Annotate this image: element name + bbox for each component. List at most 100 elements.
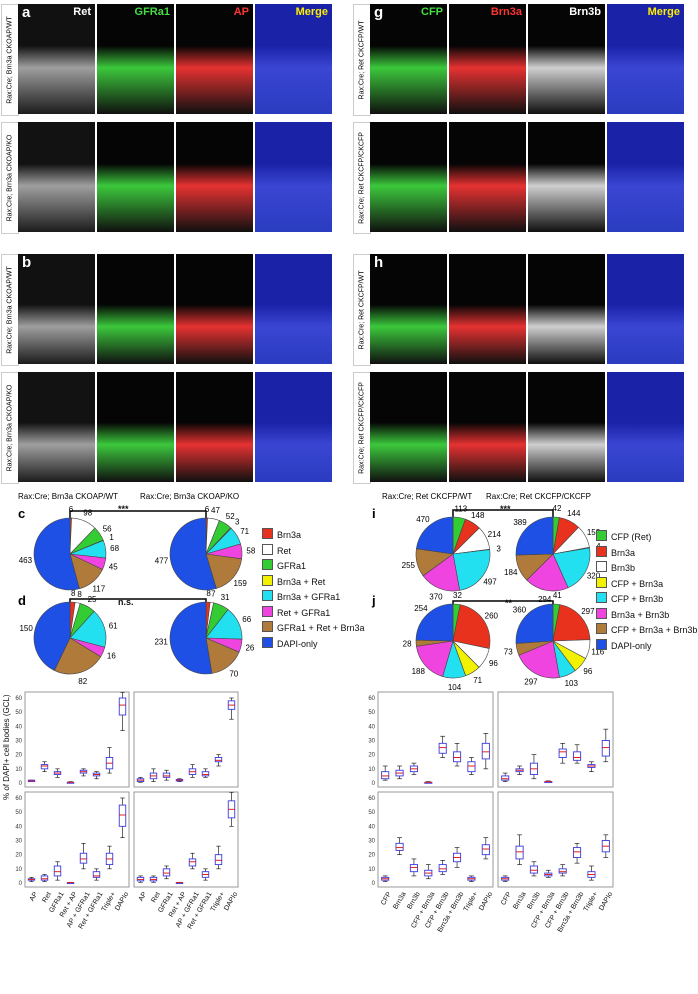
legend-label: Brn3a bbox=[277, 530, 302, 540]
legend-entry: Brn3a + GFRa1 bbox=[262, 590, 340, 602]
pie-label: 71 bbox=[240, 527, 249, 536]
y-tick-label: 60 bbox=[15, 696, 22, 702]
micrograph-a-r1-c2 bbox=[176, 122, 253, 232]
legend-swatch bbox=[596, 607, 607, 619]
box-l-KO-6 bbox=[587, 865, 596, 881]
significance-c: *** bbox=[118, 504, 129, 514]
box-k-WT-0 bbox=[381, 765, 390, 781]
pie-label: 470 bbox=[416, 515, 430, 524]
box-l-WT-3 bbox=[424, 864, 433, 880]
panel-letter-a: a bbox=[22, 4, 31, 21]
box-k-KO-6 bbox=[587, 761, 596, 773]
pie-label: 68 bbox=[110, 544, 119, 553]
box-l-KO-7 bbox=[601, 834, 610, 858]
box-e-KO-1 bbox=[149, 768, 158, 782]
box-e-KO-3 bbox=[175, 778, 184, 782]
box-f-KO-4 bbox=[188, 852, 197, 870]
y-tick-label: 40 bbox=[368, 824, 375, 830]
channel-label: Brn3b bbox=[569, 6, 601, 18]
box-l-WT-5 bbox=[453, 847, 462, 868]
box-f-KO-3 bbox=[175, 881, 184, 885]
pie-label: 370 bbox=[429, 593, 443, 602]
box-k-KO-0 bbox=[501, 772, 510, 782]
legend-entry: CFP + Brn3b bbox=[596, 592, 663, 604]
pie-slice-j-1 bbox=[552, 604, 591, 642]
box-e-WT-4 bbox=[79, 768, 88, 777]
micrograph-h-r1-c0 bbox=[370, 372, 447, 482]
legend-swatch bbox=[262, 636, 273, 648]
pie-label: 31 bbox=[221, 593, 230, 602]
y-tick-label: 30 bbox=[15, 739, 22, 745]
legend-label: GFRa1 + Ret + Brn3a bbox=[277, 623, 365, 633]
pie-label: 117 bbox=[92, 585, 105, 594]
pie-label: 32 bbox=[453, 591, 462, 600]
pie-label: 73 bbox=[504, 648, 513, 657]
pie-label: 116 bbox=[591, 647, 604, 656]
pie-slice-j-5 bbox=[518, 640, 560, 679]
legend-entry: GFRa1 bbox=[262, 559, 306, 571]
channel-label: Ret bbox=[73, 6, 91, 18]
box-f-KO-0 bbox=[136, 875, 145, 883]
box-l-KO-2 bbox=[529, 861, 538, 877]
pie-label: 47 bbox=[211, 506, 220, 515]
pie-label: 104 bbox=[448, 683, 462, 692]
y-tick-label: 20 bbox=[368, 853, 375, 859]
legend-entry: CFP (Ret) bbox=[596, 530, 651, 542]
pie-label: 52 bbox=[226, 512, 235, 521]
legend-label: Ret + GFRa1 bbox=[277, 607, 331, 618]
micrograph-a-r0-c2: AP bbox=[176, 4, 253, 114]
micrograph-a-r0-c0: Ret a bbox=[18, 4, 95, 114]
pie-label: 3 bbox=[496, 544, 501, 553]
genotype-right-ko: Rax:Cre; Ret CKCFP/CKCFP bbox=[486, 492, 591, 501]
pie-slice-i-5 bbox=[422, 553, 461, 592]
pie-label: 477 bbox=[155, 557, 169, 566]
pie-label: 66 bbox=[242, 615, 251, 624]
legend-entry: Brn3b bbox=[596, 561, 635, 573]
pie-slice-c-6 bbox=[205, 553, 243, 589]
y-tick-label: 10 bbox=[15, 767, 22, 773]
box-f-KO-5 bbox=[201, 868, 210, 881]
legend-swatch bbox=[596, 638, 607, 650]
box-e-KO-4 bbox=[188, 764, 197, 778]
y-tick-label: 60 bbox=[15, 796, 22, 802]
pie-label: 152 bbox=[587, 528, 601, 537]
box-l-WT-0 bbox=[381, 875, 390, 882]
genotype-left-ko: Rax:Cre; Brn3a CKOAP/KO bbox=[140, 492, 240, 501]
significance-i: *** bbox=[500, 504, 511, 514]
box-e-WT-6 bbox=[105, 747, 114, 774]
pie-label: 297 bbox=[581, 607, 595, 616]
box-f-WT-3 bbox=[66, 881, 75, 885]
pie-label: 8 bbox=[71, 589, 76, 598]
pie-label: 96 bbox=[583, 667, 592, 676]
box-f-KO-2 bbox=[162, 865, 171, 880]
legend-entry: Ret + GFRa1 bbox=[262, 605, 331, 618]
boxplot-frame bbox=[497, 691, 614, 788]
y-tick-label: 30 bbox=[368, 839, 375, 845]
pie-label: 389 bbox=[513, 518, 527, 527]
y-tick-label: 0 bbox=[19, 781, 23, 787]
pie-slice-c-7 bbox=[33, 517, 80, 591]
micrograph-g-r0-c0: CFP g bbox=[370, 4, 447, 114]
pie-label: 16 bbox=[107, 652, 116, 661]
pie-label: 294 bbox=[538, 595, 552, 604]
panel-letter-c: c bbox=[18, 506, 25, 521]
pie-label: 8 bbox=[206, 589, 211, 598]
pie-slice-j-7 bbox=[515, 603, 554, 644]
channel-label: GFRa1 bbox=[134, 6, 170, 18]
y-tick-label: 20 bbox=[15, 753, 22, 759]
micrograph-b-r1-c3 bbox=[255, 372, 332, 482]
box-f-WT-6 bbox=[105, 845, 114, 870]
micrograph-b-r0-c2 bbox=[176, 254, 253, 364]
box-e-KO-6 bbox=[214, 754, 223, 767]
box-e-WT-2 bbox=[53, 768, 62, 778]
box-k-KO-3 bbox=[544, 780, 553, 784]
panel-letter-g: g bbox=[374, 4, 384, 21]
y-tick-label: 40 bbox=[368, 724, 375, 730]
box-f-WT-4 bbox=[79, 842, 88, 870]
pie-slice-d-7 bbox=[33, 601, 71, 671]
y-tick-label: 30 bbox=[15, 839, 22, 845]
y-tick-label: 20 bbox=[368, 753, 375, 759]
pie-label: 463 bbox=[19, 556, 33, 565]
box-e-KO-2 bbox=[162, 769, 171, 781]
micrograph-h-r0-c1 bbox=[449, 254, 526, 364]
